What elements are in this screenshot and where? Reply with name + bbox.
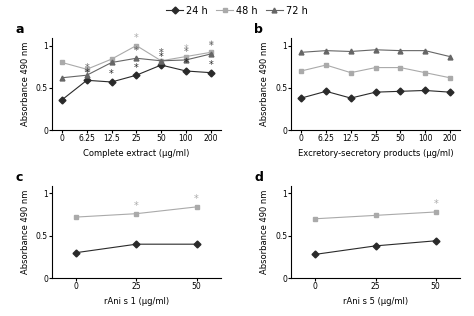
Text: *: * — [134, 33, 139, 43]
Text: c: c — [15, 171, 22, 184]
Y-axis label: Absorbance 490 nm: Absorbance 490 nm — [21, 42, 30, 126]
Text: *: * — [194, 194, 199, 204]
Text: *: * — [208, 60, 213, 70]
Text: *: * — [159, 48, 164, 58]
Text: *: * — [134, 201, 139, 211]
Text: *: * — [208, 40, 213, 50]
Y-axis label: Absorbance 490 nm: Absorbance 490 nm — [261, 190, 270, 274]
Text: *: * — [84, 63, 89, 73]
X-axis label: rAni s 1 (μg/ml): rAni s 1 (μg/ml) — [104, 297, 169, 306]
X-axis label: Excretory-secretory products (μg/ml): Excretory-secretory products (μg/ml) — [298, 149, 453, 158]
Text: d: d — [254, 171, 263, 184]
Text: a: a — [15, 23, 24, 36]
X-axis label: rAni s 5 (μg/ml): rAni s 5 (μg/ml) — [343, 297, 408, 306]
Text: *: * — [159, 52, 164, 63]
Text: *: * — [159, 48, 164, 58]
Text: b: b — [254, 23, 263, 36]
Text: *: * — [134, 63, 139, 73]
Y-axis label: Absorbance 490 nm: Absorbance 490 nm — [261, 42, 270, 126]
Text: *: * — [84, 68, 89, 78]
X-axis label: Complete extract (μg/ml): Complete extract (μg/ml) — [83, 149, 190, 158]
Text: *: * — [433, 199, 438, 210]
Text: *: * — [183, 47, 188, 58]
Text: *: * — [109, 70, 114, 79]
Y-axis label: Absorbance 490 nm: Absorbance 490 nm — [21, 190, 30, 274]
Text: *: * — [183, 44, 188, 54]
Text: *: * — [183, 58, 188, 69]
Text: *: * — [208, 41, 213, 52]
Legend: 24 h, 48 h, 72 h: 24 h, 48 h, 72 h — [162, 2, 312, 20]
Text: *: * — [134, 46, 139, 56]
